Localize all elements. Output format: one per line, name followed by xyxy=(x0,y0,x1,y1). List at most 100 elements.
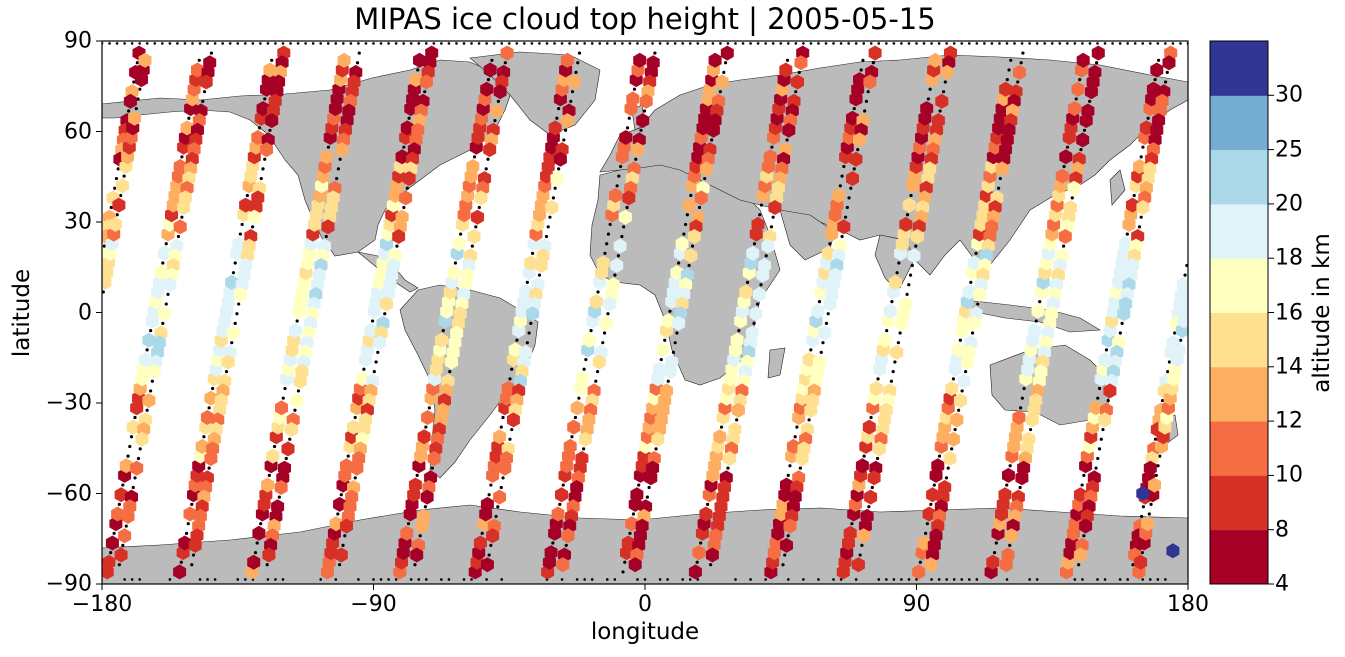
clear-sky-point xyxy=(852,106,856,111)
cloud-top-marker xyxy=(466,159,480,174)
cloud-top-marker xyxy=(483,142,497,158)
clear-sky-point xyxy=(496,99,500,103)
cloud-top-marker xyxy=(1071,81,1085,97)
clear-sky-point xyxy=(794,90,798,94)
clear-sky-point xyxy=(343,534,347,538)
clear-sky-point xyxy=(1082,473,1086,477)
clear-sky-point xyxy=(847,196,851,200)
cloud-top-marker xyxy=(550,171,564,187)
clear-sky-point xyxy=(958,338,962,342)
polar-point xyxy=(734,578,737,581)
cloud-top-marker xyxy=(687,229,701,244)
cloud-top-marker xyxy=(920,101,934,117)
clear-sky-point xyxy=(627,116,631,120)
clear-sky-point xyxy=(250,225,255,229)
cloud-top-marker xyxy=(986,554,1000,570)
polar-point xyxy=(500,578,504,581)
clear-sky-point xyxy=(1022,386,1026,391)
cloud-top-marker xyxy=(780,537,793,553)
clear-sky-point xyxy=(261,167,265,171)
polar-point xyxy=(688,42,692,45)
cloud-top-marker xyxy=(147,364,161,380)
clear-sky-point xyxy=(898,331,902,335)
clear-sky-point xyxy=(602,331,607,335)
polar-point xyxy=(251,42,255,45)
clear-sky-point xyxy=(293,408,297,412)
cloud-top-marker xyxy=(872,441,886,457)
cloud-top-marker xyxy=(1012,410,1026,425)
clear-sky-point xyxy=(1094,466,1098,470)
polar-point xyxy=(281,42,285,45)
clear-sky-point xyxy=(346,454,350,458)
clear-sky-point xyxy=(788,464,792,468)
cloud-top-marker xyxy=(551,506,565,522)
clear-sky-point xyxy=(372,370,376,374)
cloud-top-marker xyxy=(869,381,883,396)
cloud-top-marker xyxy=(656,342,670,358)
cloud-top-marker xyxy=(644,470,658,486)
clear-sky-point xyxy=(918,560,923,564)
clear-sky-point xyxy=(871,61,875,65)
cloud-top-marker xyxy=(334,547,348,563)
cloud-top-marker xyxy=(183,506,197,522)
cloud-top-marker xyxy=(1076,52,1090,68)
polar-point xyxy=(839,42,843,45)
clear-sky-point xyxy=(127,109,131,113)
polar-point xyxy=(756,42,760,45)
cloud-top-marker xyxy=(786,438,800,454)
clear-sky-point xyxy=(489,543,493,547)
polar-point xyxy=(885,42,888,45)
clear-sky-point xyxy=(1120,321,1124,325)
clear-sky-point xyxy=(870,485,874,490)
cloud-top-marker xyxy=(227,325,240,341)
clear-sky-point xyxy=(914,244,918,248)
cloud-top-marker xyxy=(663,364,677,380)
polar-point xyxy=(877,42,881,45)
clear-sky-point xyxy=(190,502,194,506)
cloud-top-marker xyxy=(957,373,971,389)
clear-sky-point xyxy=(1082,534,1086,538)
cloud-top-marker xyxy=(1058,229,1072,244)
cloud-top-marker xyxy=(473,535,487,551)
polar-point xyxy=(930,42,933,45)
cloud-top-marker xyxy=(138,52,152,68)
clear-sky-point xyxy=(953,427,957,432)
clear-sky-point xyxy=(453,261,458,265)
polar-point xyxy=(590,42,594,45)
polar-point xyxy=(311,42,315,45)
clear-sky-point xyxy=(570,435,574,439)
cloud-top-marker xyxy=(142,393,156,409)
polar-point xyxy=(1126,578,1129,581)
clear-sky-point xyxy=(1097,386,1102,391)
cloud-top-marker xyxy=(699,161,713,177)
clear-sky-point xyxy=(418,534,422,538)
clear-sky-point xyxy=(537,273,542,277)
cloud-top-marker xyxy=(553,151,567,167)
cloud-top-marker xyxy=(1136,486,1150,501)
polar-point xyxy=(952,42,956,45)
polar-point xyxy=(749,578,752,581)
clear-sky-point xyxy=(477,205,481,210)
cloud-top-marker xyxy=(867,470,881,486)
clear-sky-point xyxy=(424,425,428,429)
cloud-top-marker xyxy=(962,284,976,300)
cloud-top-marker xyxy=(846,110,859,126)
clear-sky-point xyxy=(615,184,619,188)
colorbar-tick-label: 10 xyxy=(1275,462,1303,488)
clear-sky-point xyxy=(699,541,703,545)
clear-sky-point xyxy=(1140,514,1144,519)
clear-sky-point xyxy=(1005,78,1009,82)
colorbar-tick-label: 20 xyxy=(1275,191,1303,217)
clear-sky-point xyxy=(974,251,978,255)
cloud-top-marker xyxy=(706,122,720,138)
clear-sky-point xyxy=(625,205,629,210)
polar-point xyxy=(266,578,270,581)
clear-sky-point xyxy=(639,128,643,132)
polar-point xyxy=(839,578,843,581)
clear-sky-point xyxy=(283,386,287,391)
polar-point xyxy=(447,42,451,45)
clear-sky-point xyxy=(551,196,556,200)
cloud-top-marker xyxy=(221,354,235,370)
cloud-top-marker xyxy=(262,547,276,563)
clear-sky-point xyxy=(335,176,339,181)
